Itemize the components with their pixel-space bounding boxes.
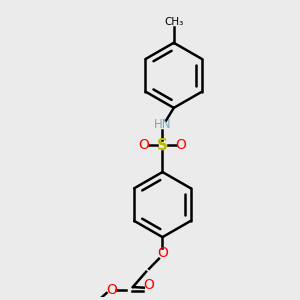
Text: O: O <box>176 138 186 152</box>
Text: CH₃: CH₃ <box>164 16 183 26</box>
Text: O: O <box>157 246 168 260</box>
Text: O: O <box>139 138 149 152</box>
Text: HN: HN <box>154 118 171 130</box>
Text: O: O <box>143 278 154 292</box>
Text: S: S <box>157 138 168 153</box>
Text: O: O <box>106 283 117 297</box>
